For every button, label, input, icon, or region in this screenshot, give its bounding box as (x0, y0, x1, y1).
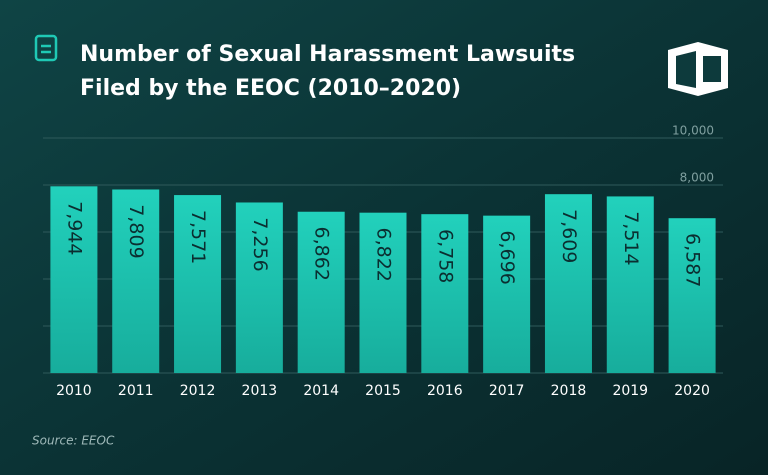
y-tick-label: 8,000 (680, 171, 714, 185)
bar (421, 214, 469, 373)
x-tick-label: 2013 (242, 383, 278, 399)
x-tick-label: 2017 (489, 383, 525, 399)
bar (297, 211, 345, 373)
x-tick-label: 2012 (180, 383, 216, 399)
chart-title: Number of Sexual Harassment Lawsuits (80, 42, 575, 67)
x-tick-label: 2011 (118, 383, 154, 399)
bar (606, 196, 654, 373)
value-label: 6,696 (496, 230, 518, 284)
value-label: 6,758 (434, 229, 456, 283)
logo (668, 42, 728, 96)
bar (112, 189, 160, 373)
value-label: 7,256 (249, 217, 271, 271)
x-tick-label: 2010 (56, 383, 92, 399)
x-tick-label: 2018 (551, 383, 587, 399)
bar (235, 202, 283, 373)
x-tick-label: 2020 (674, 383, 710, 399)
bar (544, 194, 592, 373)
source: Source: EEOC (32, 434, 115, 448)
value-label: 7,571 (187, 210, 209, 264)
value-label: 6,822 (373, 227, 395, 281)
value-label: 7,809 (125, 204, 147, 258)
y-tick-label: 10,000 (672, 124, 714, 138)
x-tick-label: 2016 (427, 383, 463, 399)
x-tick-label: 2014 (303, 383, 339, 399)
value-label: 7,609 (558, 209, 580, 263)
bar (668, 218, 716, 373)
value-label: 6,587 (682, 233, 704, 287)
x-tick-label: 2015 (365, 383, 401, 399)
bar (483, 215, 531, 373)
bar (359, 212, 407, 373)
value-label: 7,514 (620, 211, 642, 265)
chart-title: Filed by the EEOC (2010–2020) (80, 76, 461, 101)
bar (174, 195, 222, 373)
x-tick-label: 2019 (612, 383, 648, 399)
doc-icon (34, 34, 58, 62)
bar (50, 186, 98, 373)
value-label: 6,862 (311, 227, 333, 281)
value-label: 7,944 (63, 201, 85, 255)
